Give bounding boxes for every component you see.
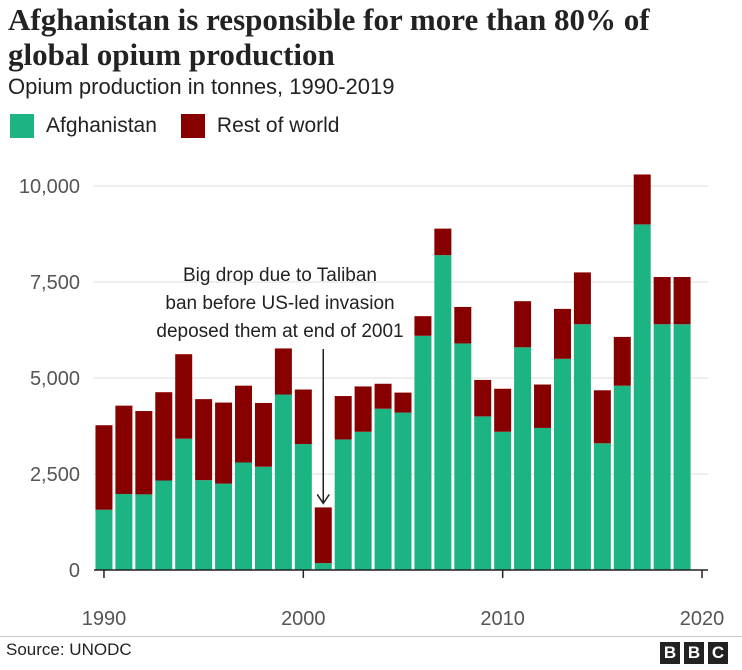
- bbc-logo: B B C: [656, 642, 728, 664]
- bar-rest-of-world: [633, 174, 651, 225]
- bar-afghanistan: [235, 462, 253, 570]
- bar-rest-of-world: [175, 354, 193, 439]
- logo-letter: B: [660, 642, 680, 664]
- annotation-text: Big drop due to Taliban: [183, 265, 377, 286]
- y-tick-label: 7,500: [30, 272, 80, 294]
- annotation-arrow-head: [316, 493, 330, 505]
- bar-afghanistan: [254, 466, 272, 570]
- bar-afghanistan: [454, 343, 472, 570]
- bar-rest-of-world: [215, 402, 233, 484]
- x-tick-label: 1990: [82, 608, 127, 630]
- bar-afghanistan: [155, 480, 173, 570]
- logo-letter: C: [708, 642, 728, 664]
- bar-afghanistan: [175, 438, 193, 570]
- chart-title: Afghanistan is responsible for more than…: [8, 2, 650, 72]
- bar-afghanistan: [314, 563, 332, 570]
- bar-rest-of-world: [653, 277, 671, 325]
- legend: Afghanistan Rest of world: [10, 114, 363, 138]
- bar-rest-of-world: [613, 336, 631, 386]
- bar-rest-of-world: [235, 385, 253, 463]
- bar-rest-of-world: [314, 507, 332, 564]
- legend-label-afghanistan: Afghanistan: [46, 114, 157, 137]
- bar-afghanistan: [514, 347, 532, 570]
- bar-rest-of-world: [514, 301, 532, 348]
- bar-afghanistan: [294, 444, 312, 570]
- x-tick-label: 2000: [281, 608, 326, 630]
- bar-afghanistan: [593, 443, 611, 570]
- legend-swatch-afghanistan: [10, 114, 34, 138]
- bar-rest-of-world: [195, 399, 213, 481]
- bar-rest-of-world: [115, 405, 133, 494]
- bar-afghanistan: [215, 483, 233, 570]
- legend-item-afghanistan: Afghanistan: [10, 114, 157, 138]
- bar-rest-of-world: [673, 277, 691, 325]
- y-tick-label: 10,000: [19, 176, 80, 198]
- bar-afghanistan: [434, 255, 452, 570]
- chart-subtitle: Opium production in tonnes, 1990-2019: [8, 74, 395, 99]
- bar-afghanistan: [553, 358, 571, 570]
- annotation-text: deposed them at end of 2001: [156, 321, 403, 342]
- bar-rest-of-world: [414, 316, 432, 336]
- legend-swatch-rest-of-world: [180, 114, 205, 138]
- x-tick-label: 2010: [480, 608, 525, 630]
- bar-rest-of-world: [553, 308, 571, 359]
- bar-afghanistan: [394, 412, 412, 570]
- bar-afghanistan: [613, 385, 631, 570]
- bar-rest-of-world: [454, 306, 472, 344]
- bar-rest-of-world: [354, 386, 372, 432]
- bar-afghanistan: [653, 324, 671, 570]
- bar-afghanistan: [334, 439, 352, 570]
- logo-letter: B: [684, 642, 704, 664]
- bar-afghanistan: [274, 394, 292, 570]
- bar-rest-of-world: [294, 389, 312, 445]
- bar-afghanistan: [534, 427, 552, 570]
- bar-rest-of-world: [474, 379, 492, 417]
- bar-rest-of-world: [95, 425, 113, 510]
- bar-rest-of-world: [593, 390, 611, 444]
- bar-rest-of-world: [135, 411, 153, 495]
- legend-label-rest-of-world: Rest of world: [216, 114, 340, 137]
- annotation-text: ban before US-led invasion: [165, 293, 394, 314]
- bar-rest-of-world: [155, 392, 173, 481]
- source-note: Source: UNODC: [6, 640, 132, 659]
- y-tick-label: 0: [69, 560, 80, 582]
- footer-divider: [0, 636, 742, 637]
- y-tick-label: 2,500: [30, 464, 80, 486]
- bar-afghanistan: [573, 324, 591, 570]
- bar-afghanistan: [135, 494, 153, 570]
- bar-afghanistan: [195, 480, 213, 570]
- bar-afghanistan: [494, 431, 512, 570]
- bar-afghanistan: [414, 335, 432, 570]
- bar-afghanistan: [633, 224, 651, 570]
- bar-afghanistan: [374, 408, 392, 570]
- bar-rest-of-world: [394, 392, 412, 413]
- bar-afghanistan: [354, 431, 372, 570]
- bar-afghanistan: [95, 509, 113, 570]
- bar-rest-of-world: [334, 396, 352, 440]
- stacked-bar-chart: 0 2,500 5,000 7,500 10,000 1990 2000 2010 2020 Bi…: [19, 174, 725, 630]
- bar-rest-of-world: [494, 388, 512, 432]
- bar-afghanistan: [115, 493, 133, 570]
- bar-rest-of-world: [573, 272, 591, 325]
- y-tick-label: 5,000: [30, 368, 80, 390]
- bar-rest-of-world: [434, 228, 452, 256]
- bar-rest-of-world: [374, 383, 392, 409]
- legend-item-rest-of-world: Rest of world: [180, 114, 340, 138]
- bar-afghanistan: [474, 416, 492, 570]
- x-tick-label: 2020: [680, 608, 725, 630]
- bar-afghanistan: [673, 324, 691, 570]
- bar-rest-of-world: [274, 348, 292, 395]
- bar-rest-of-world: [534, 384, 552, 428]
- bar-rest-of-world: [254, 402, 272, 467]
